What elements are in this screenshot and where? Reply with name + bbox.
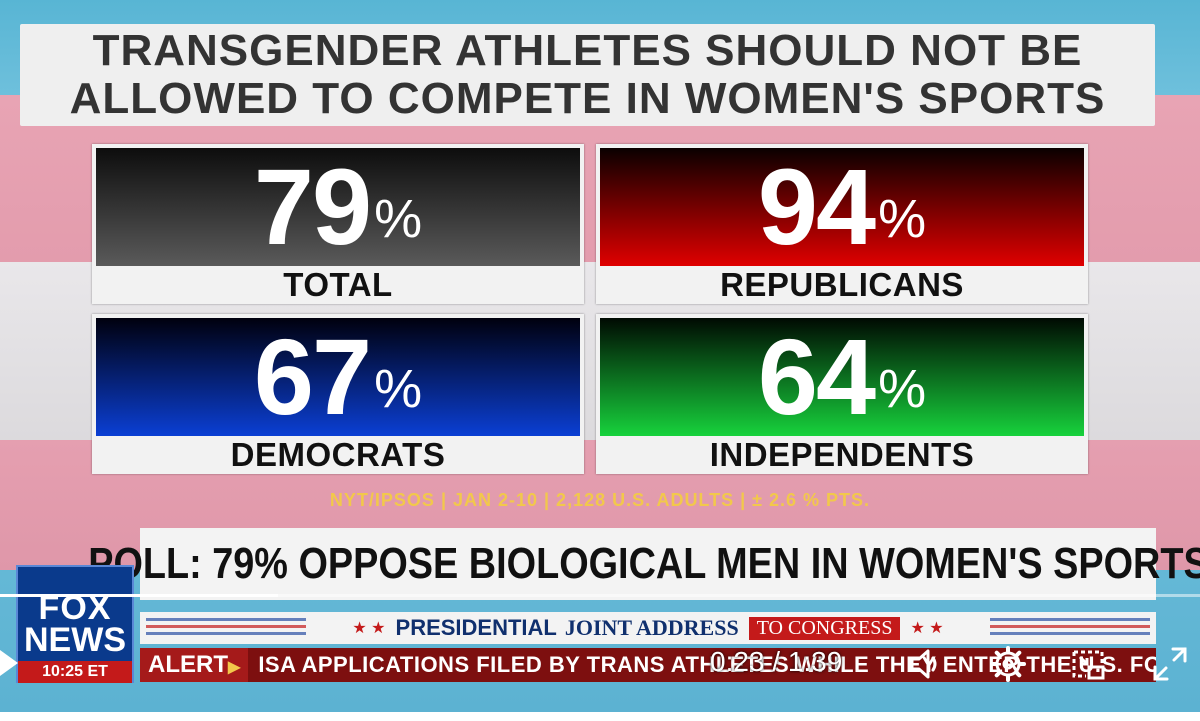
stat-value-panel: 94% <box>600 148 1084 266</box>
stat-tile-democrats: 67% DEMOCRATS <box>92 314 584 474</box>
flag-stripes-right <box>990 618 1150 638</box>
time-display: 0:23 / 1:39 <box>710 646 843 677</box>
alert-tag-text: ALERT <box>148 651 228 678</box>
fullscreen-icon[interactable] <box>1150 644 1190 684</box>
flag-stripes-left <box>146 618 306 638</box>
lower-third-text: POLL: 79% OPPOSE BIOLOGICAL MEN IN WOMEN… <box>87 539 1200 588</box>
alert-crawl-text: ISA APPLICATIONS FILED BY TRANS ATHLETES… <box>258 652 1156 677</box>
alert-tag: ALERT▶ <box>140 648 249 682</box>
stat-value: 64 <box>757 316 876 437</box>
stat-label: DEMOCRATS <box>230 436 446 473</box>
percent-sign: % <box>878 189 927 249</box>
headline-line-1: TRANSGENDER ATHLETES SHOULD NOT BE <box>92 26 1083 75</box>
banner-part-3: TO CONGRESS <box>748 616 901 640</box>
poll-source: NYT/IPSOS | JAN 2-10 | 2,128 U.S. ADULTS… <box>329 490 871 510</box>
headline-card: TRANSGENDER ATHLETES SHOULD NOT BE ALLOW… <box>20 24 1155 126</box>
stat-value-panel: 67% <box>96 318 580 436</box>
logo-news-text: NEWS <box>24 621 126 659</box>
stat-label: TOTAL <box>283 266 393 303</box>
broadcast-time: 10:25 ET <box>18 661 132 683</box>
stat-tile-independents: 64% INDEPENDENTS <box>596 314 1088 474</box>
alert-ticker: ALERT▶ ISA APPLICATIONS FILED BY TRANS A… <box>140 648 1156 682</box>
percent-sign: % <box>374 359 423 419</box>
progress-fill <box>0 594 279 597</box>
stat-value: 79 <box>253 146 372 267</box>
play-icon[interactable] <box>0 650 18 676</box>
banner-part-2: JOINT ADDRESS <box>564 615 739 640</box>
presidential-address-banner: ★ ★ PRESIDENTIAL JOINT ADDRESS TO CONGRE… <box>140 612 1156 644</box>
percent-sign: % <box>878 359 927 419</box>
progress-bar[interactable] <box>0 594 1200 597</box>
lower-third-headline: POLL: 79% OPPOSE BIOLOGICAL MEN IN WOMEN… <box>88 528 1200 600</box>
pip-icon[interactable] <box>1068 644 1108 684</box>
stat-value: 94 <box>757 146 876 267</box>
stat-tile-republicans: 94% REPUBLICANS <box>596 144 1088 304</box>
stat-value-panel: 79% <box>96 148 580 266</box>
stat-label: INDEPENDENTS <box>709 436 975 473</box>
headline-line-2: ALLOWED TO COMPETE IN WOMEN'S SPORTS <box>69 74 1106 123</box>
stars-left-icon: ★ ★ <box>352 620 386 637</box>
alert-arrow-icon: ▶ <box>228 659 241 676</box>
stars-right-icon: ★ ★ <box>910 620 944 637</box>
stat-value: 67 <box>253 316 372 437</box>
stat-label: REPUBLICANS <box>720 266 964 303</box>
stat-value-panel: 64% <box>600 318 1084 436</box>
frame-bottom-edge <box>0 712 1200 721</box>
settings-icon[interactable] <box>988 644 1028 684</box>
banner-part-1: PRESIDENTIAL <box>395 615 557 640</box>
fox-news-logo: FOX NEWS 10:25 ET <box>16 565 134 683</box>
stat-tile-total: 79% TOTAL <box>92 144 584 304</box>
volume-icon[interactable] <box>906 644 946 684</box>
percent-sign: % <box>374 189 423 249</box>
